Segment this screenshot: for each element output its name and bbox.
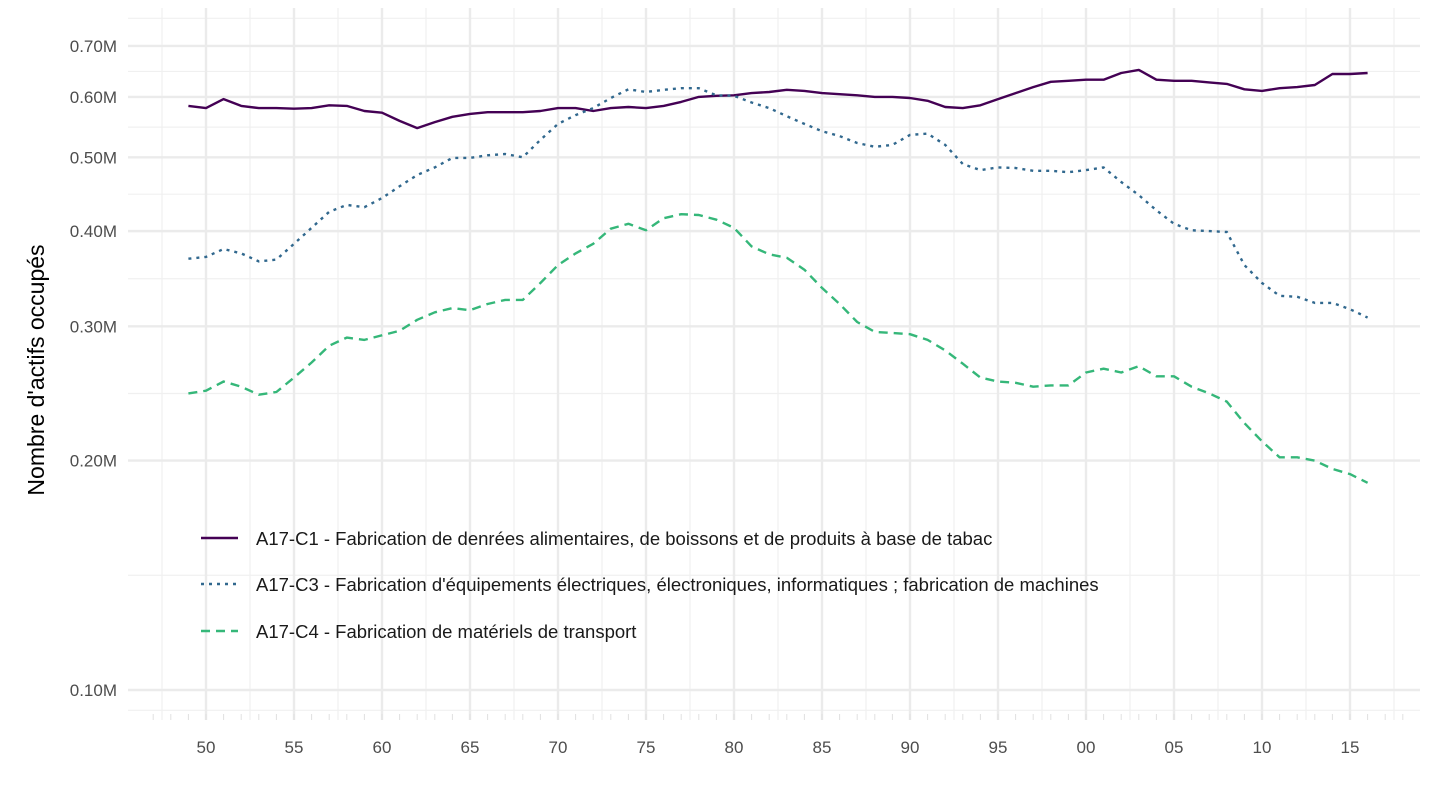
x-tick-label: 80 bbox=[725, 738, 744, 757]
legend-label: A17-C1 - Fabrication de denrées alimenta… bbox=[256, 528, 992, 549]
y-axis-tick-labels: 0.10M 0.20M 0.30M 0.40M 0.50M 0.60M 0.70M bbox=[70, 37, 117, 700]
legend-item: A17-C3 - Fabrication d'équipements élect… bbox=[201, 574, 1099, 595]
x-tick-label: 55 bbox=[285, 738, 304, 757]
x-tick-label: 15 bbox=[1341, 738, 1360, 757]
x-tick-label: 05 bbox=[1165, 738, 1184, 757]
legend-item: A17-C4 - Fabrication de matériels de tra… bbox=[201, 621, 636, 642]
legend-label: A17-C4 - Fabrication de matériels de tra… bbox=[256, 621, 636, 642]
series-line-3 bbox=[188, 212, 1369, 484]
x-tick-label: 70 bbox=[549, 738, 568, 757]
series-line-1 bbox=[188, 68, 1368, 130]
legend: A17-C1 - Fabrication de denrées alimenta… bbox=[201, 528, 1099, 642]
y-tick-label: 0.70M bbox=[70, 37, 117, 56]
x-tick-label: 85 bbox=[813, 738, 832, 757]
x-tick-label: 60 bbox=[373, 738, 392, 757]
y-tick-label: 0.20M bbox=[70, 452, 117, 471]
series-lines bbox=[188, 68, 1369, 484]
y-tick-label: 0.50M bbox=[70, 148, 117, 167]
y-tick-label: 0.40M bbox=[70, 222, 117, 241]
x-tick-label: 00 bbox=[1077, 738, 1096, 757]
legend-item: A17-C1 - Fabrication de denrées alimenta… bbox=[201, 528, 992, 549]
legend-label: A17-C3 - Fabrication d'équipements élect… bbox=[256, 574, 1099, 595]
y-tick-label: 0.30M bbox=[70, 317, 117, 336]
x-tick-label: 75 bbox=[637, 738, 656, 757]
x-tick-label: 65 bbox=[461, 738, 480, 757]
x-tick-label: 90 bbox=[901, 738, 920, 757]
x-tick-label: 95 bbox=[989, 738, 1008, 757]
y-tick-label: 0.10M bbox=[70, 681, 117, 700]
y-tick-label: 0.60M bbox=[70, 88, 117, 107]
x-axis-tick-labels: 50 55 60 65 70 75 80 85 90 95 00 05 10 15 bbox=[197, 738, 1360, 757]
y-axis-title: Nombre d'actifs occupés bbox=[23, 244, 49, 495]
series-line-2 bbox=[188, 86, 1369, 319]
gridlines bbox=[128, 8, 1420, 720]
x-tick-label: 10 bbox=[1253, 738, 1272, 757]
x-tick-label: 50 bbox=[197, 738, 216, 757]
